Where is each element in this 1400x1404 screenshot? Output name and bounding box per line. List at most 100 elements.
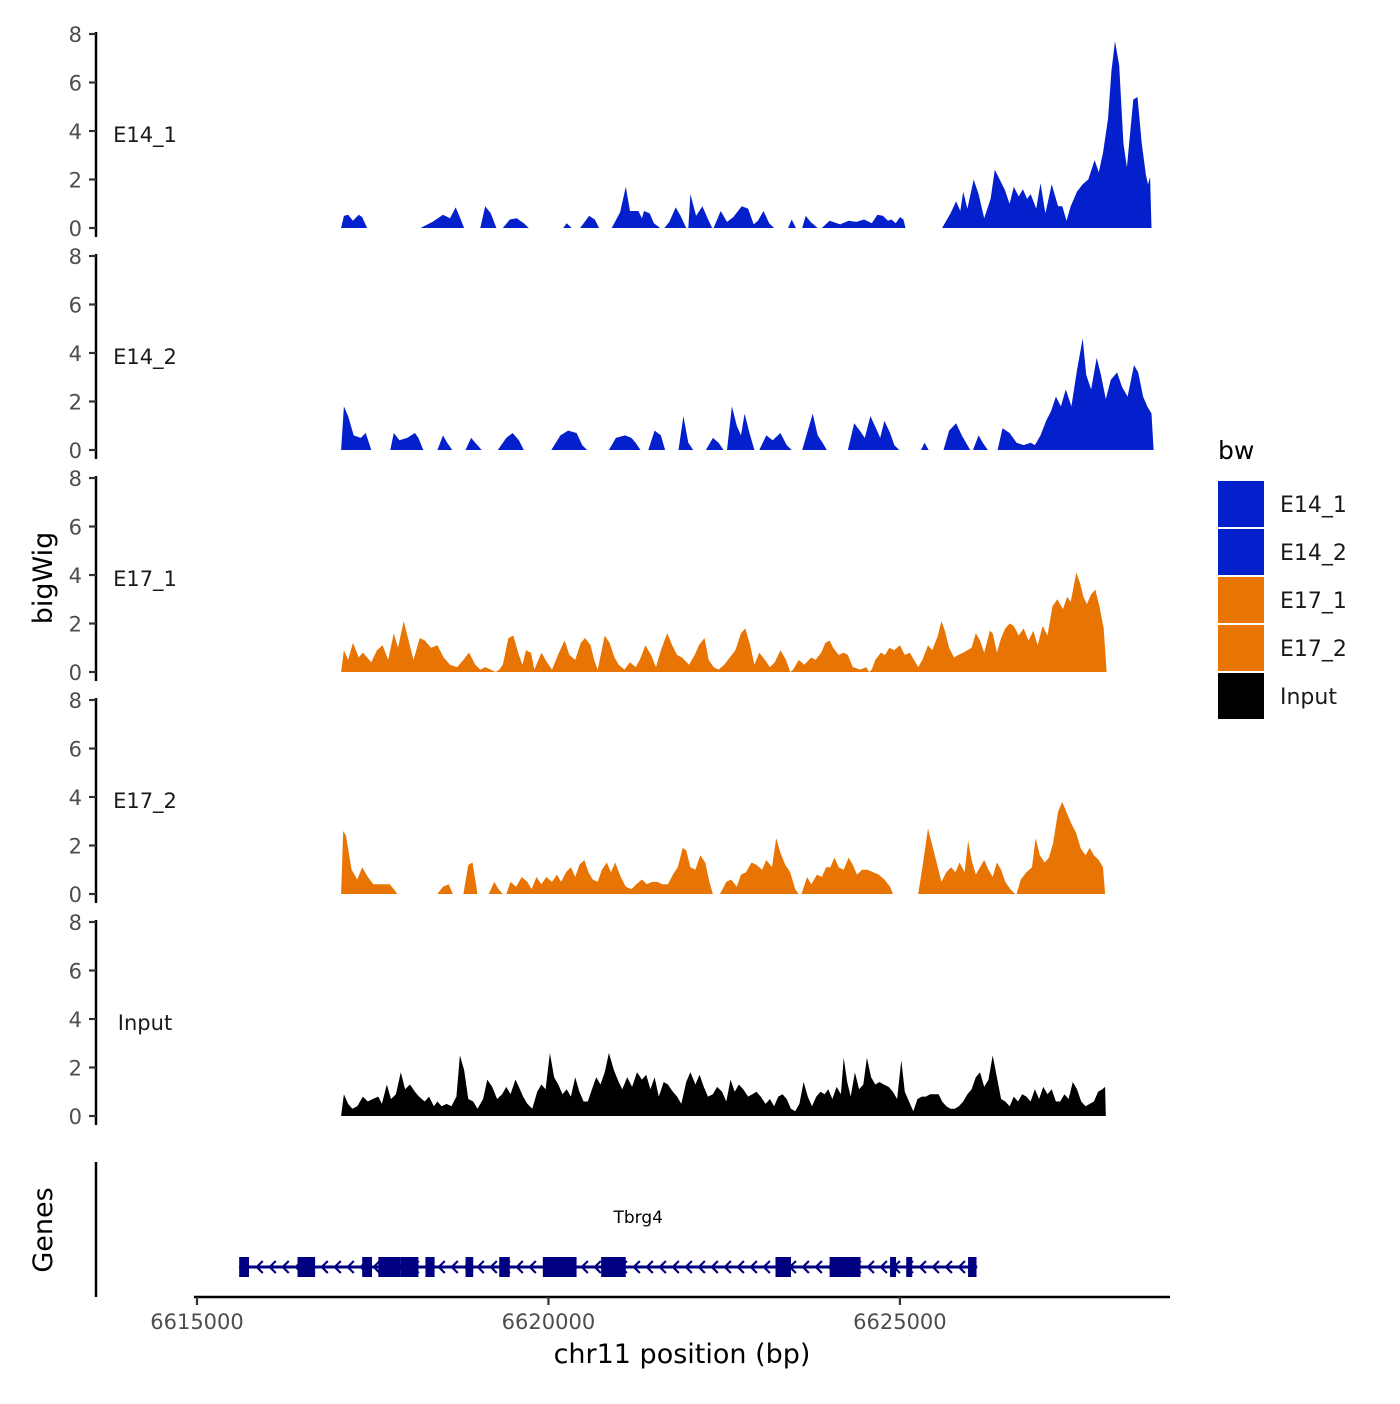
panel-e17-1: 0 2 4 6 8 E17_1	[69, 467, 1107, 685]
strand-arrow	[346, 1260, 355, 1274]
exon	[425, 1257, 435, 1277]
y-axis-label: bigWig	[28, 532, 59, 625]
exon	[400, 1257, 419, 1277]
strand-arrow	[489, 1260, 498, 1274]
legend-label: E17_2	[1280, 637, 1347, 662]
y-tick-label: 2	[69, 835, 82, 859]
legend-swatch	[1218, 673, 1264, 719]
y-tick-label: 8	[69, 245, 82, 269]
strand-arrow	[866, 1260, 875, 1274]
panel-e17-2: 0 2 4 6 8 E17_2	[69, 689, 1106, 907]
x-axis-label: chr11 position (bp)	[554, 1339, 811, 1370]
strand-arrow	[723, 1260, 732, 1274]
strand-arrow	[736, 1260, 745, 1274]
strand-arrow	[801, 1260, 810, 1274]
panels-layer: 0 2 4 6 8 E14_1 0 2 4 6 8 E14_2 0 2 4 6 8 E17_1 0 2 4 6 8 E17_2…	[69, 23, 1154, 1129]
strand-arrow	[658, 1260, 667, 1274]
panel-input: 0 2 4 6 8 Input	[69, 911, 1106, 1129]
exon	[968, 1257, 977, 1277]
y-tick-label: 4	[69, 342, 82, 366]
strand-arrow	[437, 1260, 446, 1274]
legend-entry: Input	[1218, 673, 1337, 719]
strand-arrow	[281, 1260, 290, 1274]
strand-arrow	[918, 1260, 927, 1274]
exon	[775, 1257, 791, 1277]
legend-swatch	[1218, 481, 1264, 527]
legend-entry: E17_1	[1218, 577, 1347, 623]
y-tick-label: 0	[69, 439, 82, 463]
strand-arrow	[671, 1260, 680, 1274]
y-tick-label: 6	[69, 960, 82, 984]
strand-arrow	[255, 1260, 264, 1274]
y-tick-label: 8	[69, 23, 82, 47]
exon	[297, 1257, 316, 1277]
strand-arrow	[476, 1260, 485, 1274]
strand-arrow	[957, 1260, 966, 1274]
strand-arrow	[684, 1260, 693, 1274]
legend-entry: E14_1	[1218, 481, 1347, 527]
exon	[542, 1257, 577, 1277]
genes-layer: Tbrg4	[94, 1162, 978, 1297]
y-tick-label: 6	[69, 294, 82, 318]
legend: bw E14_1 E14_2 E17_1 E17_2 Input	[1218, 436, 1347, 719]
y-tick-label: 2	[69, 169, 82, 193]
strand-arrow	[372, 1260, 381, 1274]
x-axis: 6615000 6620000 6625000	[150, 1295, 1170, 1334]
y-tick-label: 6	[69, 72, 82, 96]
exon	[465, 1257, 474, 1277]
legend-entry: E14_2	[1218, 529, 1347, 575]
series-label: E17_1	[113, 567, 177, 592]
exon	[499, 1257, 510, 1277]
legend-swatch	[1218, 577, 1264, 623]
y-tick-label: 2	[69, 1057, 82, 1081]
x-tick-label: 6615000	[150, 1310, 244, 1334]
strand-arrow	[944, 1260, 953, 1274]
genes-track-label: Genes	[28, 1187, 59, 1272]
area-e17-2	[341, 801, 1106, 894]
y-tick-label: 0	[69, 1105, 82, 1129]
exon	[362, 1257, 373, 1277]
panel-e14-2: 0 2 4 6 8 E14_2	[69, 245, 1154, 463]
x-tick-label: 6620000	[502, 1310, 596, 1334]
legend-label: E14_2	[1280, 541, 1347, 566]
strand-arrow	[879, 1260, 888, 1274]
strand-arrow	[593, 1260, 602, 1274]
area-e17-1	[341, 572, 1107, 672]
strand-arrow	[268, 1260, 277, 1274]
y-tick-label: 4	[69, 1008, 82, 1032]
legend-entry: E17_2	[1218, 625, 1347, 671]
strand-arrow	[580, 1260, 589, 1274]
panel-e14-1: 0 2 4 6 8 E14_1	[69, 23, 1152, 241]
legend-label: E17_1	[1280, 589, 1347, 614]
y-tick-label: 0	[69, 217, 82, 241]
legend-swatch	[1218, 529, 1264, 575]
y-tick-label: 2	[69, 613, 82, 637]
y-tick-label: 0	[69, 661, 82, 685]
exon	[601, 1257, 626, 1277]
y-tick-label: 2	[69, 391, 82, 415]
strand-arrow	[931, 1260, 940, 1274]
y-tick-label: 6	[69, 738, 82, 762]
strand-arrow	[632, 1260, 641, 1274]
y-tick-label: 8	[69, 911, 82, 935]
strand-arrow	[749, 1260, 758, 1274]
gene-label: Tbrg4	[612, 1208, 662, 1228]
gene-tbrg4: Tbrg4	[239, 1208, 978, 1277]
legend-label: Input	[1280, 685, 1337, 710]
exon	[890, 1257, 897, 1277]
x-tick-label: 6625000	[853, 1310, 947, 1334]
y-tick-label: 4	[69, 786, 82, 810]
y-tick-label: 4	[69, 120, 82, 144]
series-label: E14_1	[113, 123, 177, 148]
strand-arrow	[697, 1260, 706, 1274]
strand-arrow	[645, 1260, 654, 1274]
series-label: Input	[118, 1011, 172, 1035]
strand-arrow	[814, 1260, 823, 1274]
area-e14-2	[341, 338, 1154, 450]
area-e14-1	[341, 41, 1152, 228]
y-tick-label: 8	[69, 467, 82, 491]
strand-arrow	[762, 1260, 771, 1274]
strand-arrow	[710, 1260, 719, 1274]
strand-arrow	[450, 1260, 459, 1274]
